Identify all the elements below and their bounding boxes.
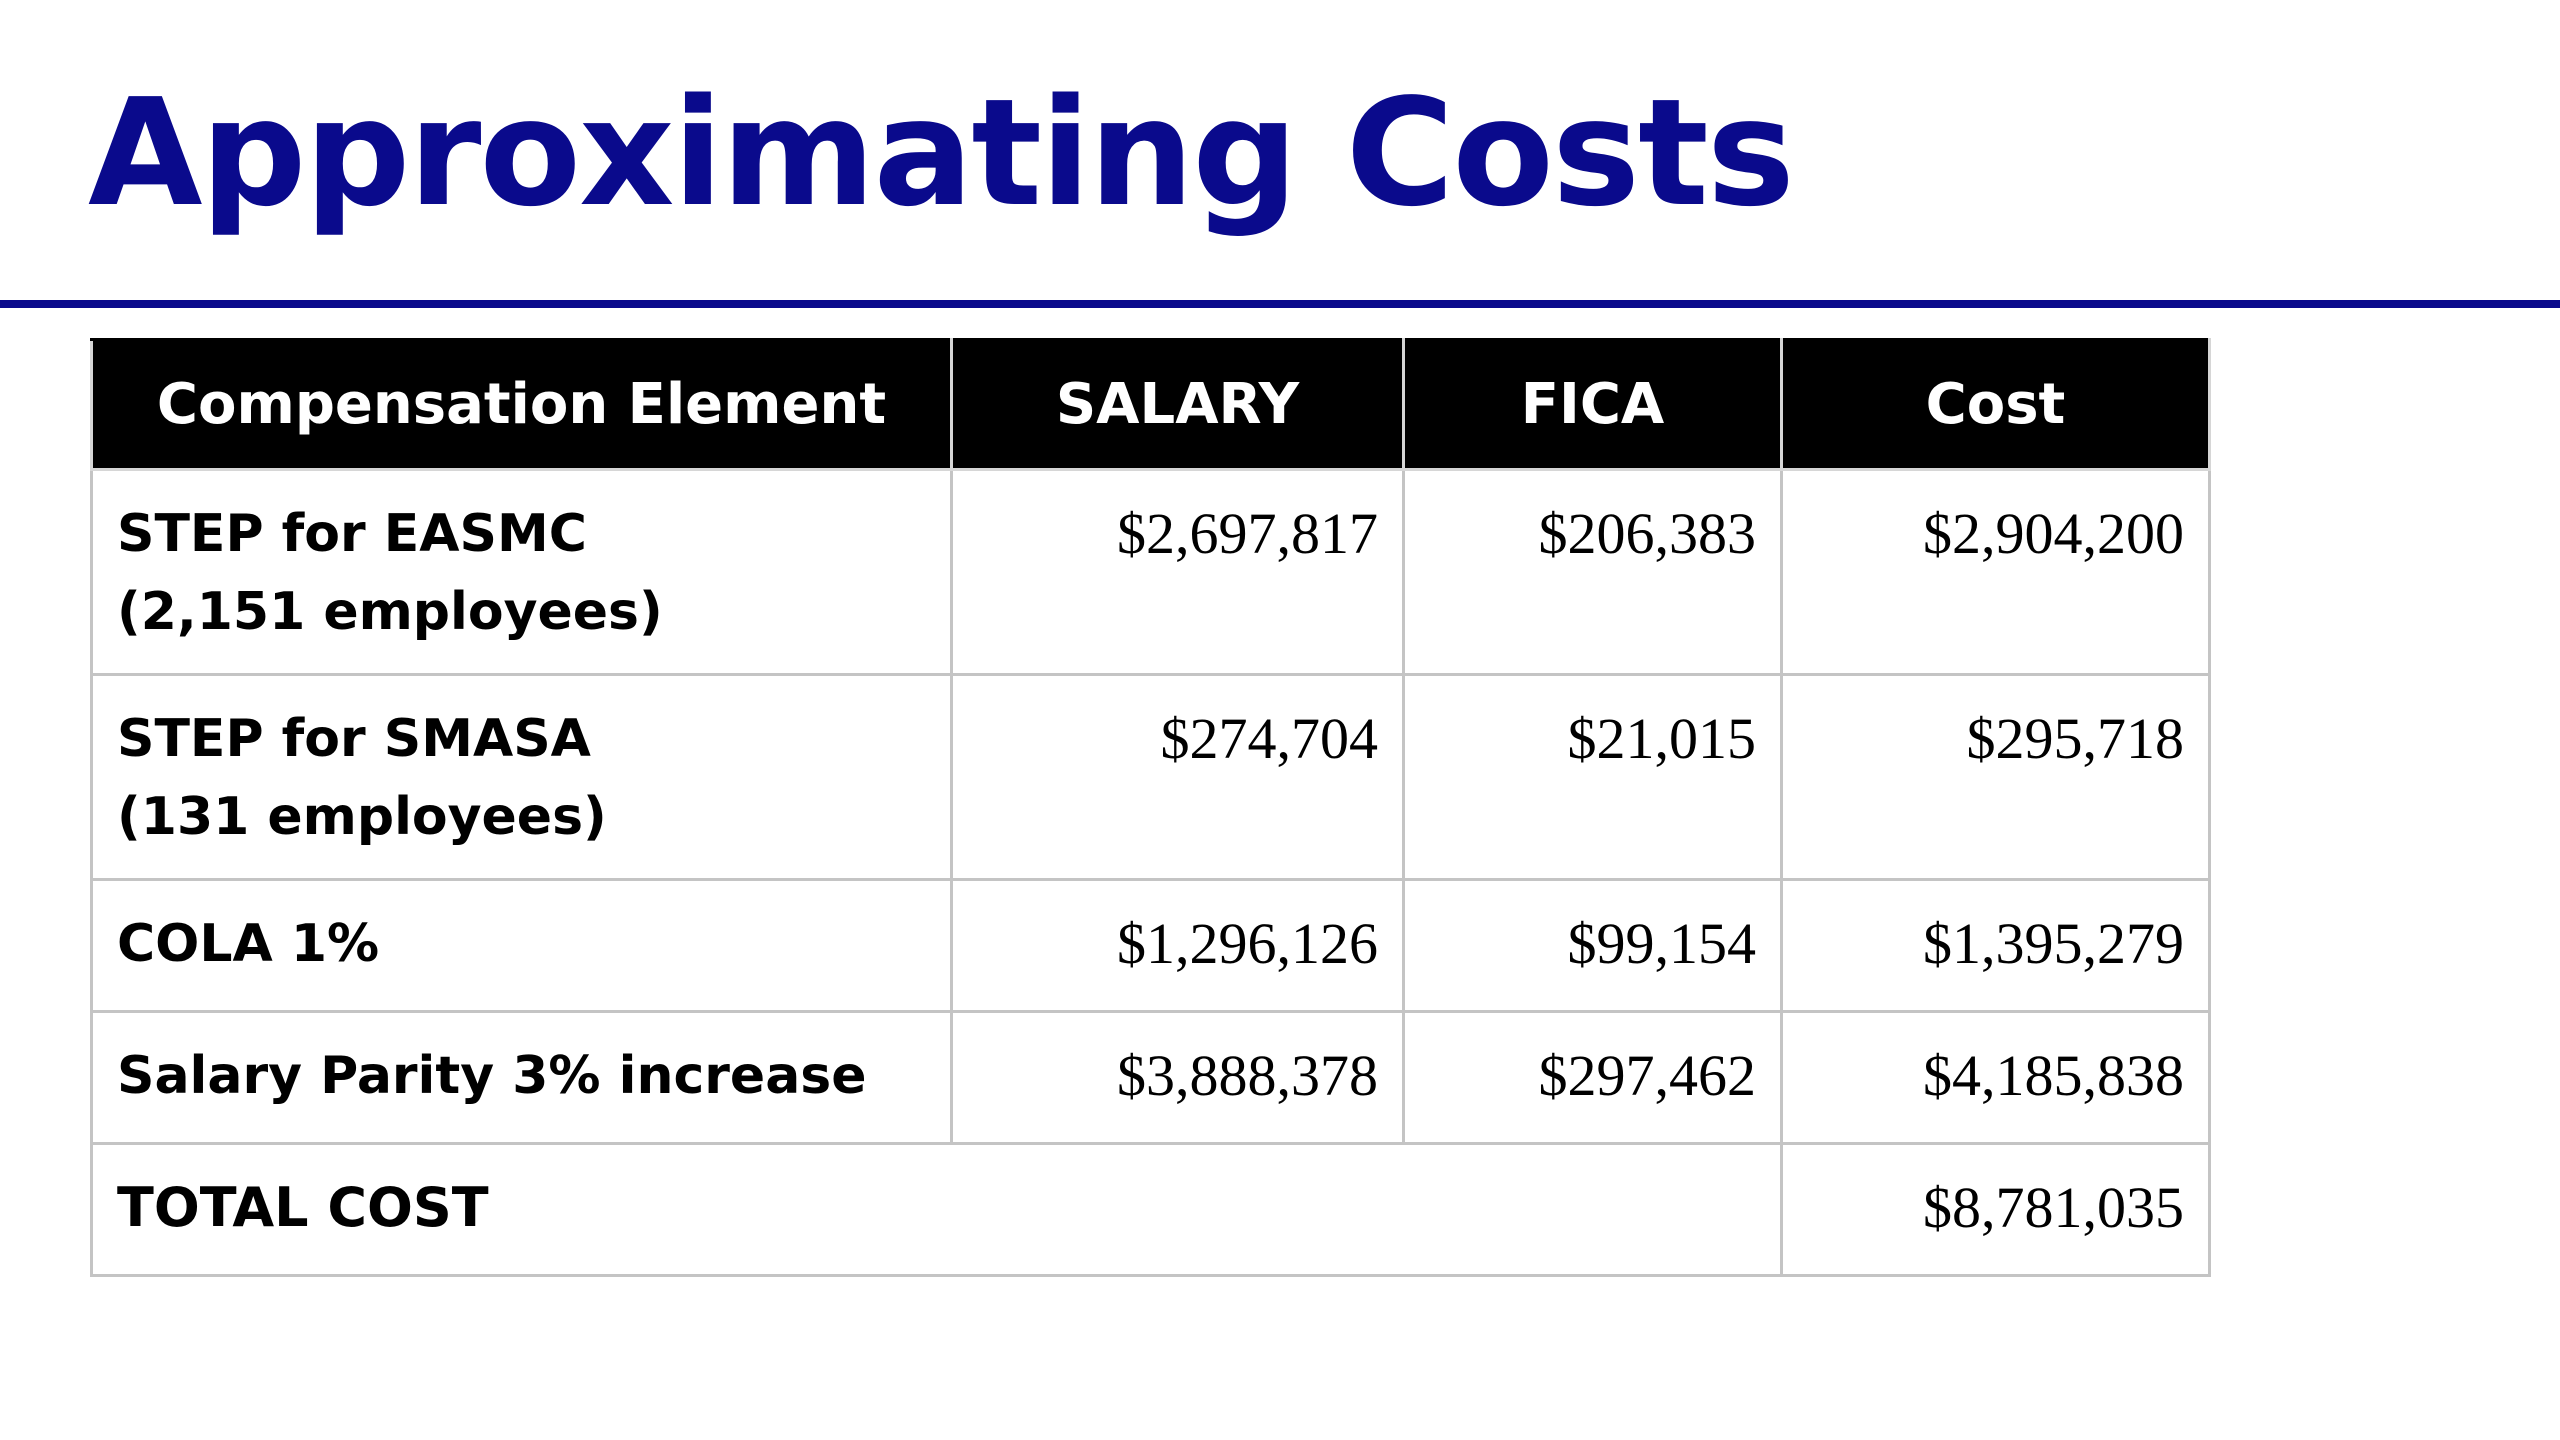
total-row: TOTAL COST $8,781,035 (90, 1142, 2211, 1277)
row-label-line2: (131 employees) (117, 787, 607, 847)
title-divider (0, 300, 2560, 308)
header-fica: FICA (1402, 338, 1783, 471)
page-title: Approximating Costs (88, 67, 1795, 239)
fica-cell: $21,015 (1402, 673, 1783, 881)
row-label: Salary Parity 3% increase (90, 1010, 953, 1145)
cost-cell: $1,395,279 (1780, 878, 2211, 1013)
salary-cell: $274,704 (950, 673, 1405, 881)
row-label: STEP for EASMC (2,151 employees) (90, 468, 953, 676)
row-label-line1: STEP for SMASA (117, 709, 591, 769)
cost-cell: $4,185,838 (1780, 1010, 2211, 1145)
row-label: STEP for SMASA (131 employees) (90, 673, 953, 881)
fica-cell: $206,383 (1402, 468, 1783, 676)
cost-cell: $2,904,200 (1780, 468, 2211, 676)
table-header-row: Compensation Element SALARY FICA Cost (90, 338, 2211, 471)
header-salary: SALARY (950, 338, 1405, 471)
row-label-line2: (2,151 employees) (117, 582, 663, 642)
salary-cell: $3,888,378 (950, 1010, 1405, 1145)
total-label: TOTAL COST (90, 1142, 1783, 1277)
table-row: COLA 1% $1,296,126 $99,154 $1,395,279 (90, 878, 2211, 1013)
table-row: STEP for EASMC (2,151 employees) $2,697,… (90, 468, 2211, 676)
header-cost: Cost (1780, 338, 2211, 471)
table-row: Salary Parity 3% increase $3,888,378 $29… (90, 1010, 2211, 1145)
header-compensation-element: Compensation Element (90, 338, 953, 471)
table-row: STEP for SMASA (131 employees) $274,704 … (90, 673, 2211, 881)
salary-cell: $2,697,817 (950, 468, 1405, 676)
fica-cell: $99,154 (1402, 878, 1783, 1013)
row-label-line1: STEP for EASMC (117, 504, 587, 564)
total-cost-cell: $8,781,035 (1780, 1142, 2211, 1277)
row-label: COLA 1% (90, 878, 953, 1013)
cost-table: Compensation Element SALARY FICA Cost ST… (90, 338, 2211, 1277)
salary-cell: $1,296,126 (950, 878, 1405, 1013)
cost-cell: $295,718 (1780, 673, 2211, 881)
fica-cell: $297,462 (1402, 1010, 1783, 1145)
